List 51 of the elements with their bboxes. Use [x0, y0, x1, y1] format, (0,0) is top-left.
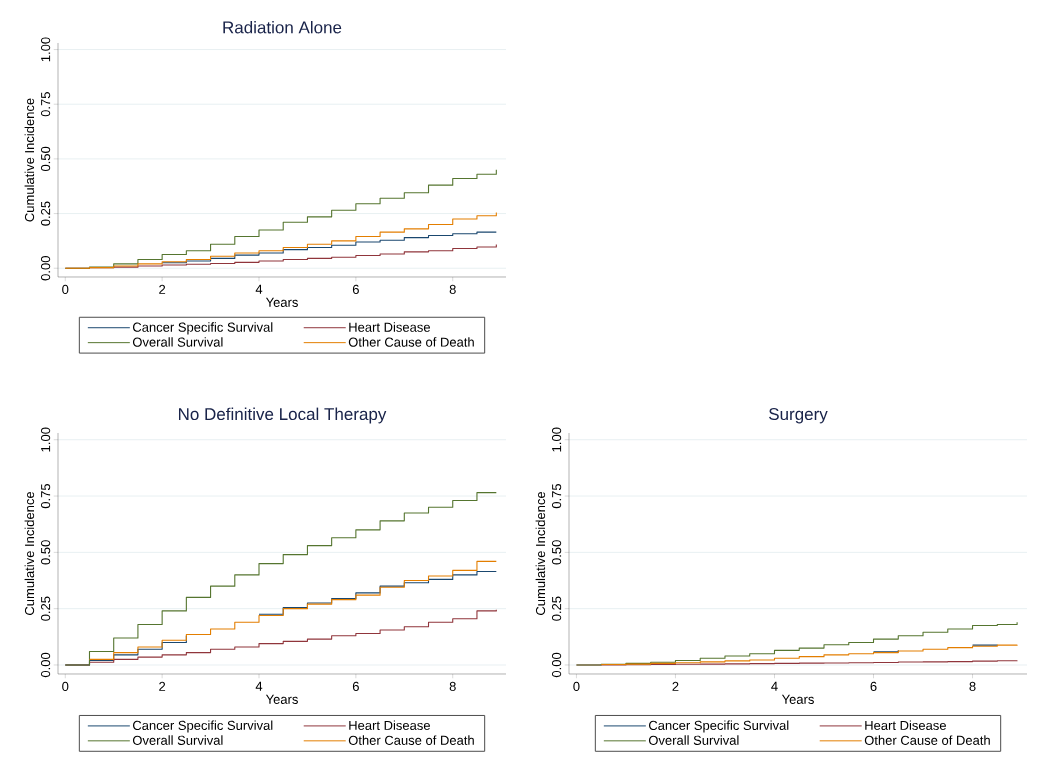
legend-label: Overall Survival	[132, 735, 223, 745]
legend-label: Overall Survival	[648, 735, 739, 745]
legend-label: Cancer Specific Survival	[133, 322, 273, 335]
legend-label: Other Cause of Death	[348, 337, 474, 347]
y-tick-label: 0.75	[41, 483, 51, 509]
y-tick-label: 0.00	[41, 256, 51, 281]
y-tick-label: 0.00	[41, 652, 51, 678]
x-tick-label: 6	[870, 681, 877, 691]
y-tick-label: 0.25	[41, 596, 51, 621]
y-tick-label: 0.25	[552, 596, 562, 621]
legend-label: Heart Disease	[865, 720, 946, 730]
y-tick-label: 1.00	[552, 427, 562, 452]
y-tick-label: 0.50	[552, 540, 562, 565]
y-axis-title: Cumulative Incidence	[24, 98, 35, 222]
y-tick-label: 0.50	[41, 540, 51, 565]
y-tick-label: 0.75	[41, 92, 51, 117]
legend-label: Overall Survival	[132, 337, 223, 347]
x-tick-label: 0	[62, 681, 69, 691]
chart-title: No Definitive Local Therapy	[178, 407, 387, 424]
x-tick-label: 4	[771, 681, 778, 691]
y-axis-title: Cumulative Incidence	[24, 491, 35, 615]
x-tick-label: 0	[62, 284, 69, 294]
x-tick-label: 8	[449, 284, 456, 294]
legend-label: Other Cause of Death	[864, 735, 990, 745]
legend-label: Cancer Specific Survival	[648, 720, 789, 733]
x-axis-title: Years	[265, 694, 298, 704]
chart-title: Surgery	[769, 408, 828, 424]
x-tick-label: 2	[672, 681, 679, 691]
x-tick-label: 4	[255, 681, 263, 691]
y-tick-label: 0.50	[41, 146, 51, 172]
legend-label: Other Cause of Death	[348, 735, 474, 745]
x-tick-label: 2	[159, 681, 166, 691]
legend-label: Heart Disease	[349, 322, 430, 332]
x-tick-label: 6	[352, 284, 359, 294]
x-axis-title: Years	[781, 694, 814, 704]
chart-title: Radiation Alone	[223, 20, 342, 34]
x-axis-title: Years	[265, 297, 298, 307]
y-tick-label: 0.00	[552, 652, 562, 678]
x-tick-label: 8	[969, 681, 976, 691]
y-tick-label: 0.75	[552, 483, 562, 509]
x-tick-label: 8	[449, 681, 456, 691]
y-tick-label: 0.25	[41, 201, 51, 226]
y-tick-label: 1.00	[41, 427, 51, 452]
x-tick-label: 2	[159, 284, 166, 294]
x-tick-label: 0	[573, 681, 580, 691]
y-tick-label: 1.00	[41, 37, 51, 62]
y-axis-title: Cumulative Incidence	[535, 491, 546, 615]
x-tick-label: 4	[255, 284, 263, 294]
legend-label: Cancer Specific Survival	[133, 720, 273, 733]
legend-label: Heart Disease	[349, 720, 430, 730]
x-tick-label: 6	[352, 681, 359, 691]
